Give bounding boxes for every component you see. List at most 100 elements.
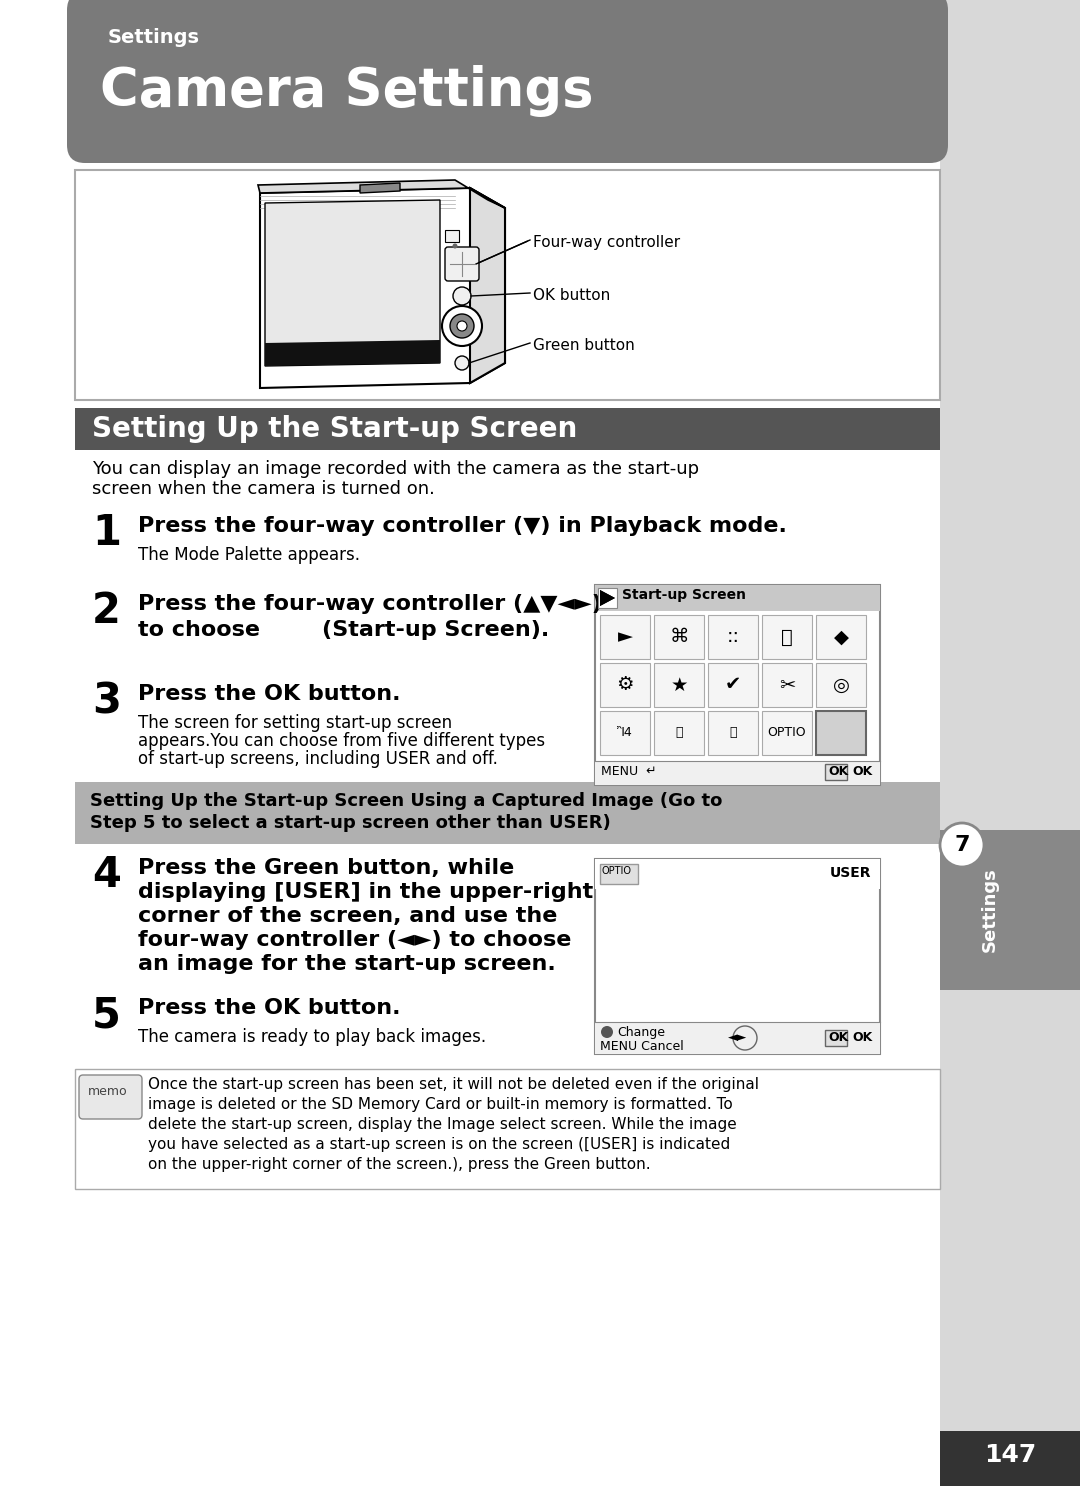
Text: ⎘: ⎘ [781,627,793,646]
Polygon shape [258,180,505,208]
Bar [595,585,880,785]
Text: image is deleted or the SD Memory Card or built-in memory is formatted. To: image is deleted or the SD Memory Card o… [148,1097,732,1112]
Bar [75,1068,940,1189]
Text: on the upper-right corner of the screen.), press the Green button.: on the upper-right corner of the screen.… [148,1158,650,1172]
Bar [600,863,638,884]
Circle shape [450,314,474,337]
Text: Camera Settings: Camera Settings [100,65,594,117]
Text: Setting Up the Start-up Screen: Setting Up the Start-up Screen [92,415,577,443]
Text: four-way controller (◄►) to choose: four-way controller (◄►) to choose [138,930,571,950]
Bar [825,1030,847,1046]
FancyBboxPatch shape [79,1074,141,1119]
Text: ◎: ◎ [833,676,850,694]
Text: ⭯: ⭯ [729,727,737,740]
Text: ►: ► [618,627,633,646]
Bar [708,615,758,658]
Bar [445,230,459,242]
Bar [595,1022,880,1054]
Circle shape [457,321,467,331]
Bar [595,761,880,785]
Text: ◆: ◆ [834,627,849,646]
Text: ⚿: ⚿ [675,727,683,740]
Text: 2: 2 [92,590,121,632]
Bar [654,710,704,755]
Text: Ἲ4: Ἲ4 [617,727,633,740]
Polygon shape [470,189,505,383]
Text: Press the Green button, while: Press the Green button, while [138,857,514,878]
Text: ⌘: ⌘ [670,627,689,646]
Bar [75,782,940,844]
Text: Press the four-way controller (▲▼◄►): Press the four-way controller (▲▼◄►) [138,594,602,614]
Circle shape [453,238,458,242]
Text: ⚙: ⚙ [617,676,634,694]
Text: OPTIO: OPTIO [602,866,632,877]
Text: OK: OK [852,1031,873,1045]
Text: OK: OK [828,765,848,779]
Bar [825,764,847,780]
Bar [598,588,617,608]
Bar [762,615,812,658]
Text: ★: ★ [671,676,688,694]
Polygon shape [260,189,505,388]
Text: MENU  ↵: MENU ↵ [600,765,657,779]
Bar [654,663,704,707]
Bar [940,831,1080,990]
Text: OPTIO: OPTIO [768,727,807,740]
Bar [940,0,1080,1486]
Text: OK: OK [828,1031,848,1045]
FancyBboxPatch shape [445,247,480,281]
Text: Step 5 to select a start-up screen other than USER): Step 5 to select a start-up screen other… [90,814,611,832]
Text: The Mode Palette appears.: The Mode Palette appears. [138,545,360,565]
Bar [940,0,1080,1486]
Text: 147: 147 [984,1443,1036,1467]
Bar [708,663,758,707]
Text: you have selected as a start-up screen is on the screen ([USER] is indicated: you have selected as a start-up screen i… [148,1137,730,1152]
Text: corner of the screen, and use the: corner of the screen, and use the [138,906,557,926]
Bar [600,710,650,755]
Circle shape [600,1025,613,1039]
Text: delete the start-up screen, display the Image select screen. While the image: delete the start-up screen, display the … [148,1117,737,1132]
Text: Change: Change [617,1025,665,1039]
Bar [600,615,650,658]
Text: ::: :: [727,627,740,646]
Bar [762,710,812,755]
Polygon shape [265,201,440,366]
Text: Start-up Screen: Start-up Screen [622,588,746,602]
Text: Press the four-way controller (▼) in Playback mode.: Press the four-way controller (▼) in Pla… [138,516,787,536]
Text: The camera is ready to play back images.: The camera is ready to play back images. [138,1028,486,1046]
Bar [816,615,866,658]
Polygon shape [600,590,615,606]
Text: OK: OK [852,765,873,779]
Text: 3: 3 [92,681,121,722]
Bar [595,585,880,611]
Bar [940,1431,1080,1486]
Bar [75,169,940,400]
Text: The screen for setting start-up screen: The screen for setting start-up screen [138,713,453,733]
Circle shape [442,306,482,346]
Circle shape [733,1025,757,1051]
Text: ✔: ✔ [725,676,741,694]
Text: 4: 4 [92,854,121,896]
Text: 7: 7 [955,835,970,854]
Bar [654,615,704,658]
Text: to choose        (Start-up Screen).: to choose (Start-up Screen). [138,620,550,640]
Text: Press the OK button.: Press the OK button. [138,684,401,704]
Text: memo: memo [87,1085,127,1098]
Bar [762,663,812,707]
Text: You can display an image recorded with the camera as the start-up: You can display an image recorded with t… [92,461,699,478]
Circle shape [453,287,471,305]
Text: screen when the camera is turned on.: screen when the camera is turned on. [92,480,435,498]
Bar [595,859,880,1054]
Bar [600,663,650,707]
Text: USER: USER [831,866,872,880]
Text: 1: 1 [92,513,121,554]
Bar [75,0,940,155]
Text: Once the start-up screen has been set, it will not be deleted even if the origin: Once the start-up screen has been set, i… [148,1077,759,1092]
Text: of start-up screens, including USER and off.: of start-up screens, including USER and … [138,750,498,768]
Text: appears.You can choose from five different types: appears.You can choose from five differe… [138,733,545,750]
Polygon shape [360,183,400,193]
Bar [75,409,940,450]
Text: Settings: Settings [108,28,200,48]
Text: Setting Up the Start-up Screen Using a Captured Image (Go to: Setting Up the Start-up Screen Using a C… [90,792,723,810]
Bar [0,0,940,1486]
